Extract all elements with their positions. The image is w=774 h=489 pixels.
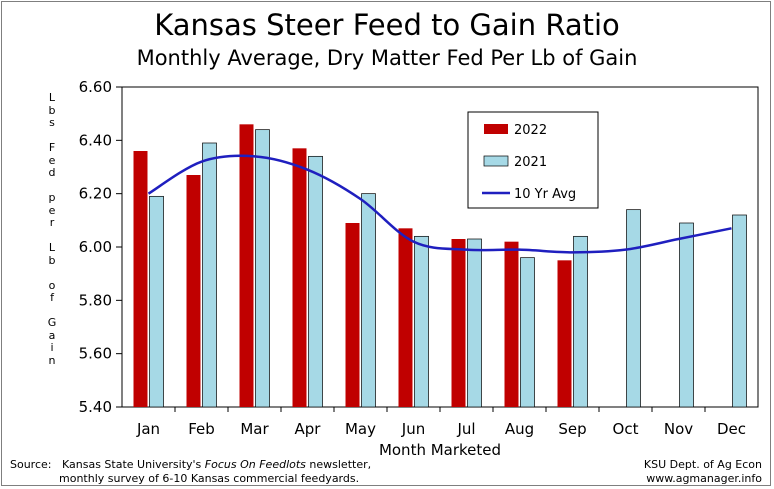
x-tick-label: Nov: [664, 420, 693, 438]
legend-label: 2022: [514, 123, 547, 138]
y-axis-label-letter: n: [48, 353, 56, 367]
x-axis-label: Month Marketed: [378, 441, 502, 459]
x-tick-label: Mar: [240, 420, 269, 438]
bar-2021: [149, 195, 164, 408]
y-axis-label-letter: r: [49, 216, 55, 229]
x-tick-label: Apr: [295, 420, 322, 438]
y-axis-label-letter: b: [48, 103, 56, 117]
bar-2021: [467, 238, 482, 408]
bar-2022: [292, 148, 307, 408]
x-tick-label: Jul: [456, 420, 475, 438]
source-label: Source:: [10, 458, 52, 471]
y-axis-label-letter: e: [48, 203, 56, 217]
bar-2021: [573, 235, 588, 408]
y-axis-label-letter: L: [48, 241, 56, 254]
bar-2021: [255, 129, 270, 408]
bar-2022: [398, 228, 413, 407]
y-tick-label: 5.40: [79, 398, 112, 416]
source-suffix: newsletter,: [305, 458, 372, 471]
source-publication: Focus On Feedlots: [204, 458, 306, 471]
bar-2022: [504, 241, 519, 407]
x-tick-label: Aug: [505, 420, 534, 438]
bar-2021: [679, 222, 694, 408]
x-tick-label: Feb: [188, 420, 215, 438]
legend-swatch: [484, 124, 508, 134]
x-tick-label: Dec: [717, 420, 746, 438]
y-axis-label-letter: L: [48, 91, 56, 104]
bar-2021: [414, 235, 429, 408]
line-10-yr-avg: [147, 154, 732, 254]
chart-title: Kansas Steer Feed to Gain Ratio: [154, 8, 620, 42]
bar-2021: [361, 193, 376, 408]
legend-label: 10 Yr Avg: [514, 187, 576, 202]
credit-line1: KSU Dept. of Ag Econ: [643, 458, 762, 471]
bar-2022: [239, 124, 254, 407]
y-axis-label-letter: b: [48, 253, 56, 267]
x-tick-label: Jun: [401, 420, 425, 438]
y-tick-label: 5.80: [79, 291, 112, 309]
x-tick-label: Sep: [558, 420, 586, 438]
x-tick-label: Jan: [136, 420, 160, 438]
bar-2022: [451, 239, 466, 407]
bar-2021: [732, 214, 747, 408]
bar-2021: [308, 155, 323, 408]
bar-2022: [345, 223, 360, 407]
source-note-line2: monthly survey of 6-10 Kansas commercial…: [59, 472, 360, 485]
chart-subtitle: Monthly Average, Dry Matter Fed Per Lb o…: [136, 46, 638, 70]
legend-label: 2021: [514, 155, 547, 170]
bar-2021: [202, 142, 217, 408]
x-tick-label: Oct: [613, 420, 639, 438]
bar-2022: [133, 151, 148, 407]
y-tick-label: 6.60: [79, 78, 112, 96]
y-axis-label-letter: G: [47, 316, 57, 329]
y-tick-label: 5.60: [79, 345, 112, 363]
bar-2021: [520, 257, 535, 408]
source-prefix: Kansas State University's: [62, 458, 205, 471]
y-axis-label-letter: d: [48, 166, 56, 179]
bar-2021: [626, 209, 641, 408]
y-axis-label-letter: F: [48, 141, 56, 154]
bar-2022: [186, 175, 201, 407]
y-axis-label-letter: s: [49, 116, 55, 129]
y-axis-label-letter: p: [48, 191, 56, 204]
y-axis-label-letter: i: [50, 341, 54, 354]
x-tick-label: May: [345, 420, 376, 438]
y-axis-label-letter: e: [48, 153, 56, 167]
y-tick-label: 6.20: [79, 185, 112, 203]
y-tick-label: 6.40: [79, 131, 112, 149]
y-axis-label-letter: f: [50, 291, 54, 304]
source-note: Source: Kansas State University's Focus …: [10, 458, 371, 472]
y-tick-label: 6.00: [79, 238, 112, 256]
credit-line2: www.agmanager.info: [646, 472, 762, 485]
legend-swatch: [483, 155, 509, 167]
bar-2022: [557, 260, 572, 407]
plot-area: [121, 86, 759, 408]
y-axis-label-letter: a: [48, 328, 56, 342]
y-axis-label-letter: o: [48, 278, 56, 292]
